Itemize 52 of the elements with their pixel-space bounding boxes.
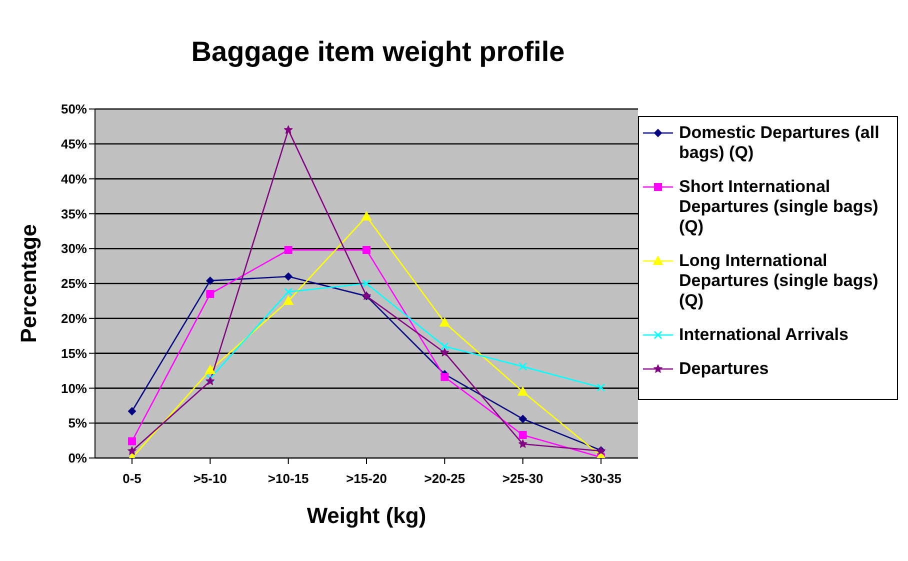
y-tick-label: 50% [60, 102, 88, 117]
y-tick-label: 15% [60, 346, 88, 361]
point [440, 348, 450, 356]
x-tick-label: >10-15 [268, 471, 309, 486]
point [283, 296, 294, 305]
point [518, 362, 527, 371]
point [284, 125, 293, 134]
point [596, 383, 606, 392]
point [518, 386, 528, 396]
y-tick-label: 5% [68, 416, 88, 431]
x-tick-label: 0-5 [122, 471, 142, 486]
point [206, 376, 215, 386]
y-tick-label: 25% [60, 276, 88, 292]
point [518, 439, 528, 448]
point [206, 290, 214, 298]
y-tick-label: 0% [68, 450, 88, 466]
point [362, 246, 370, 254]
point [440, 342, 449, 350]
y-tick-label: 30% [60, 241, 88, 256]
x-axis-title: Weight (kg) [306, 503, 426, 528]
point [362, 279, 371, 288]
x-tick-label: >30-35 [580, 471, 622, 486]
point [284, 288, 292, 296]
chart-title: Baggage item weight profile [190, 36, 566, 68]
point [128, 437, 136, 446]
y-tick-label: 45% [60, 136, 88, 152]
point [206, 374, 214, 383]
legend-label: Departures [679, 359, 769, 379]
point [284, 272, 292, 281]
y-tick-label: 10% [60, 380, 88, 396]
legend-label: International Arrivals [679, 325, 848, 345]
point [518, 414, 527, 423]
point [127, 446, 137, 455]
point [440, 318, 450, 327]
y-axis-title: Percentage [16, 224, 41, 343]
y-tick-label: 40% [60, 171, 88, 186]
x-tick-label: >20-25 [424, 471, 466, 486]
point [128, 407, 136, 416]
y-tick-label: 35% [60, 206, 88, 222]
legend-label: Domestic Departures (all bags) (Q) [679, 123, 880, 163]
point [362, 211, 372, 220]
point [206, 276, 214, 285]
legend-label: Short International Departures (single bags) (Q) [679, 177, 880, 237]
legend-label: Long International Departures (single bags) (Q) [679, 251, 880, 311]
point [440, 373, 449, 382]
x-tick-label: >15-20 [346, 471, 387, 486]
y-tick-label: 20% [60, 311, 88, 326]
point [205, 365, 216, 374]
x-tick-label: >25-30 [502, 471, 544, 486]
point [284, 246, 292, 254]
point [518, 430, 527, 439]
x-tick-label: >5-10 [193, 471, 227, 486]
